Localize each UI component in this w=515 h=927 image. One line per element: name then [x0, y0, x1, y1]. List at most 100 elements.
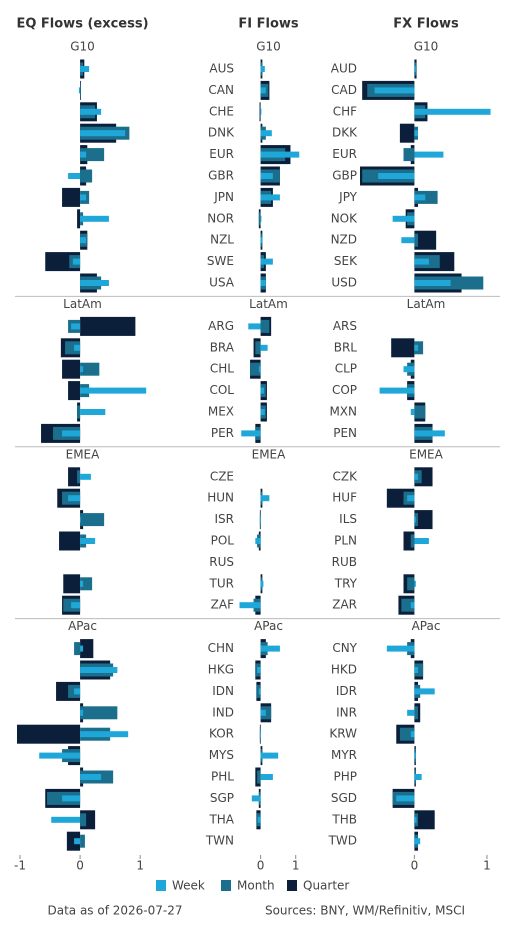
group-label: APac [412, 619, 441, 633]
legend-label: Month [237, 879, 275, 893]
bar [62, 430, 81, 437]
bar [74, 642, 81, 656]
category-label: AUD [331, 62, 357, 76]
category-label: TWN [205, 834, 234, 848]
bar [399, 727, 415, 741]
category-label: MYS [209, 748, 234, 762]
bar [80, 473, 91, 480]
group-label: APac [68, 619, 97, 633]
category-label: COL [209, 383, 234, 397]
bar [80, 387, 147, 394]
bar [80, 538, 96, 544]
category-label: TUR [209, 576, 234, 590]
legend-swatch [156, 880, 166, 891]
bar [17, 724, 81, 744]
bar [241, 430, 261, 437]
category-label: AUS [209, 62, 234, 76]
bar [403, 366, 415, 373]
bar [80, 577, 93, 591]
bar [260, 108, 262, 115]
x-tick-label: 1 [136, 859, 144, 873]
category-label: USD [331, 276, 357, 290]
bar [260, 87, 266, 94]
category-label: TWD [328, 834, 357, 848]
bar [260, 709, 266, 716]
bar [414, 258, 429, 265]
bar [414, 344, 419, 351]
category-label: CHL [210, 362, 234, 376]
bar [80, 513, 105, 527]
bar [259, 105, 261, 119]
bar [80, 834, 85, 848]
bar [80, 83, 81, 97]
category-label: CAD [331, 83, 357, 97]
category-label: NOR [207, 211, 234, 225]
bar [403, 531, 415, 551]
category-label: COP [332, 383, 357, 397]
group-label: G10 [256, 40, 281, 54]
group-label: LatAm [249, 297, 288, 311]
bar [260, 752, 279, 759]
category-label: ARG [208, 319, 234, 333]
footer-date: Data as of 2026-07-27 [47, 904, 182, 918]
bar [65, 341, 81, 355]
bar [250, 362, 261, 376]
bar [62, 795, 81, 802]
panel-title: FI Flows [238, 17, 299, 32]
category-label: NOK [331, 211, 358, 225]
category-label: THA [208, 812, 234, 826]
category-label: CAN [208, 83, 234, 97]
bar [80, 237, 87, 244]
x-tick-label: 0 [257, 859, 265, 873]
bar [260, 151, 300, 158]
group-label: LatAm [407, 297, 446, 311]
bar [78, 87, 81, 94]
bar [80, 516, 81, 523]
category-label: NZL [210, 233, 234, 247]
bar [260, 130, 272, 137]
category-label: CHN [208, 641, 234, 655]
bar [80, 316, 136, 336]
bar [410, 731, 415, 738]
bar [414, 405, 426, 419]
bar [414, 663, 424, 677]
bar [80, 709, 84, 716]
category-label: TRY [334, 576, 358, 590]
category-label: GBP [332, 169, 357, 183]
bar [80, 362, 100, 376]
bar [68, 381, 81, 401]
category-label: JPN [213, 190, 234, 204]
bar [248, 323, 261, 330]
bar [71, 602, 81, 609]
bar [66, 831, 81, 851]
category-label: THB [331, 812, 357, 826]
category-label: EUR [209, 147, 234, 161]
bar [80, 280, 109, 286]
bar [80, 639, 94, 659]
bar [80, 215, 109, 222]
category-label: PLN [334, 534, 357, 548]
bar [62, 187, 81, 207]
bar [256, 684, 261, 698]
category-label: ISR [215, 512, 235, 526]
category-label: USA [209, 276, 235, 290]
x-tick-label: 0 [76, 859, 84, 873]
bar [74, 344, 81, 351]
category-label: SWE [207, 254, 234, 268]
bar [414, 816, 417, 823]
bar [51, 816, 81, 823]
legend-label: Quarter [303, 879, 349, 893]
category-label: ILS [339, 512, 357, 526]
bar [391, 338, 415, 358]
bar [260, 280, 266, 286]
bar [239, 602, 261, 609]
bar [80, 409, 106, 415]
category-label: SGD [331, 791, 357, 805]
category-label: DNK [208, 126, 235, 140]
bar [62, 359, 81, 379]
bar [414, 341, 424, 355]
legend-swatch [221, 880, 231, 891]
bar [410, 409, 415, 415]
legend-label: Week [172, 879, 205, 893]
category-label: IDR [336, 684, 357, 698]
